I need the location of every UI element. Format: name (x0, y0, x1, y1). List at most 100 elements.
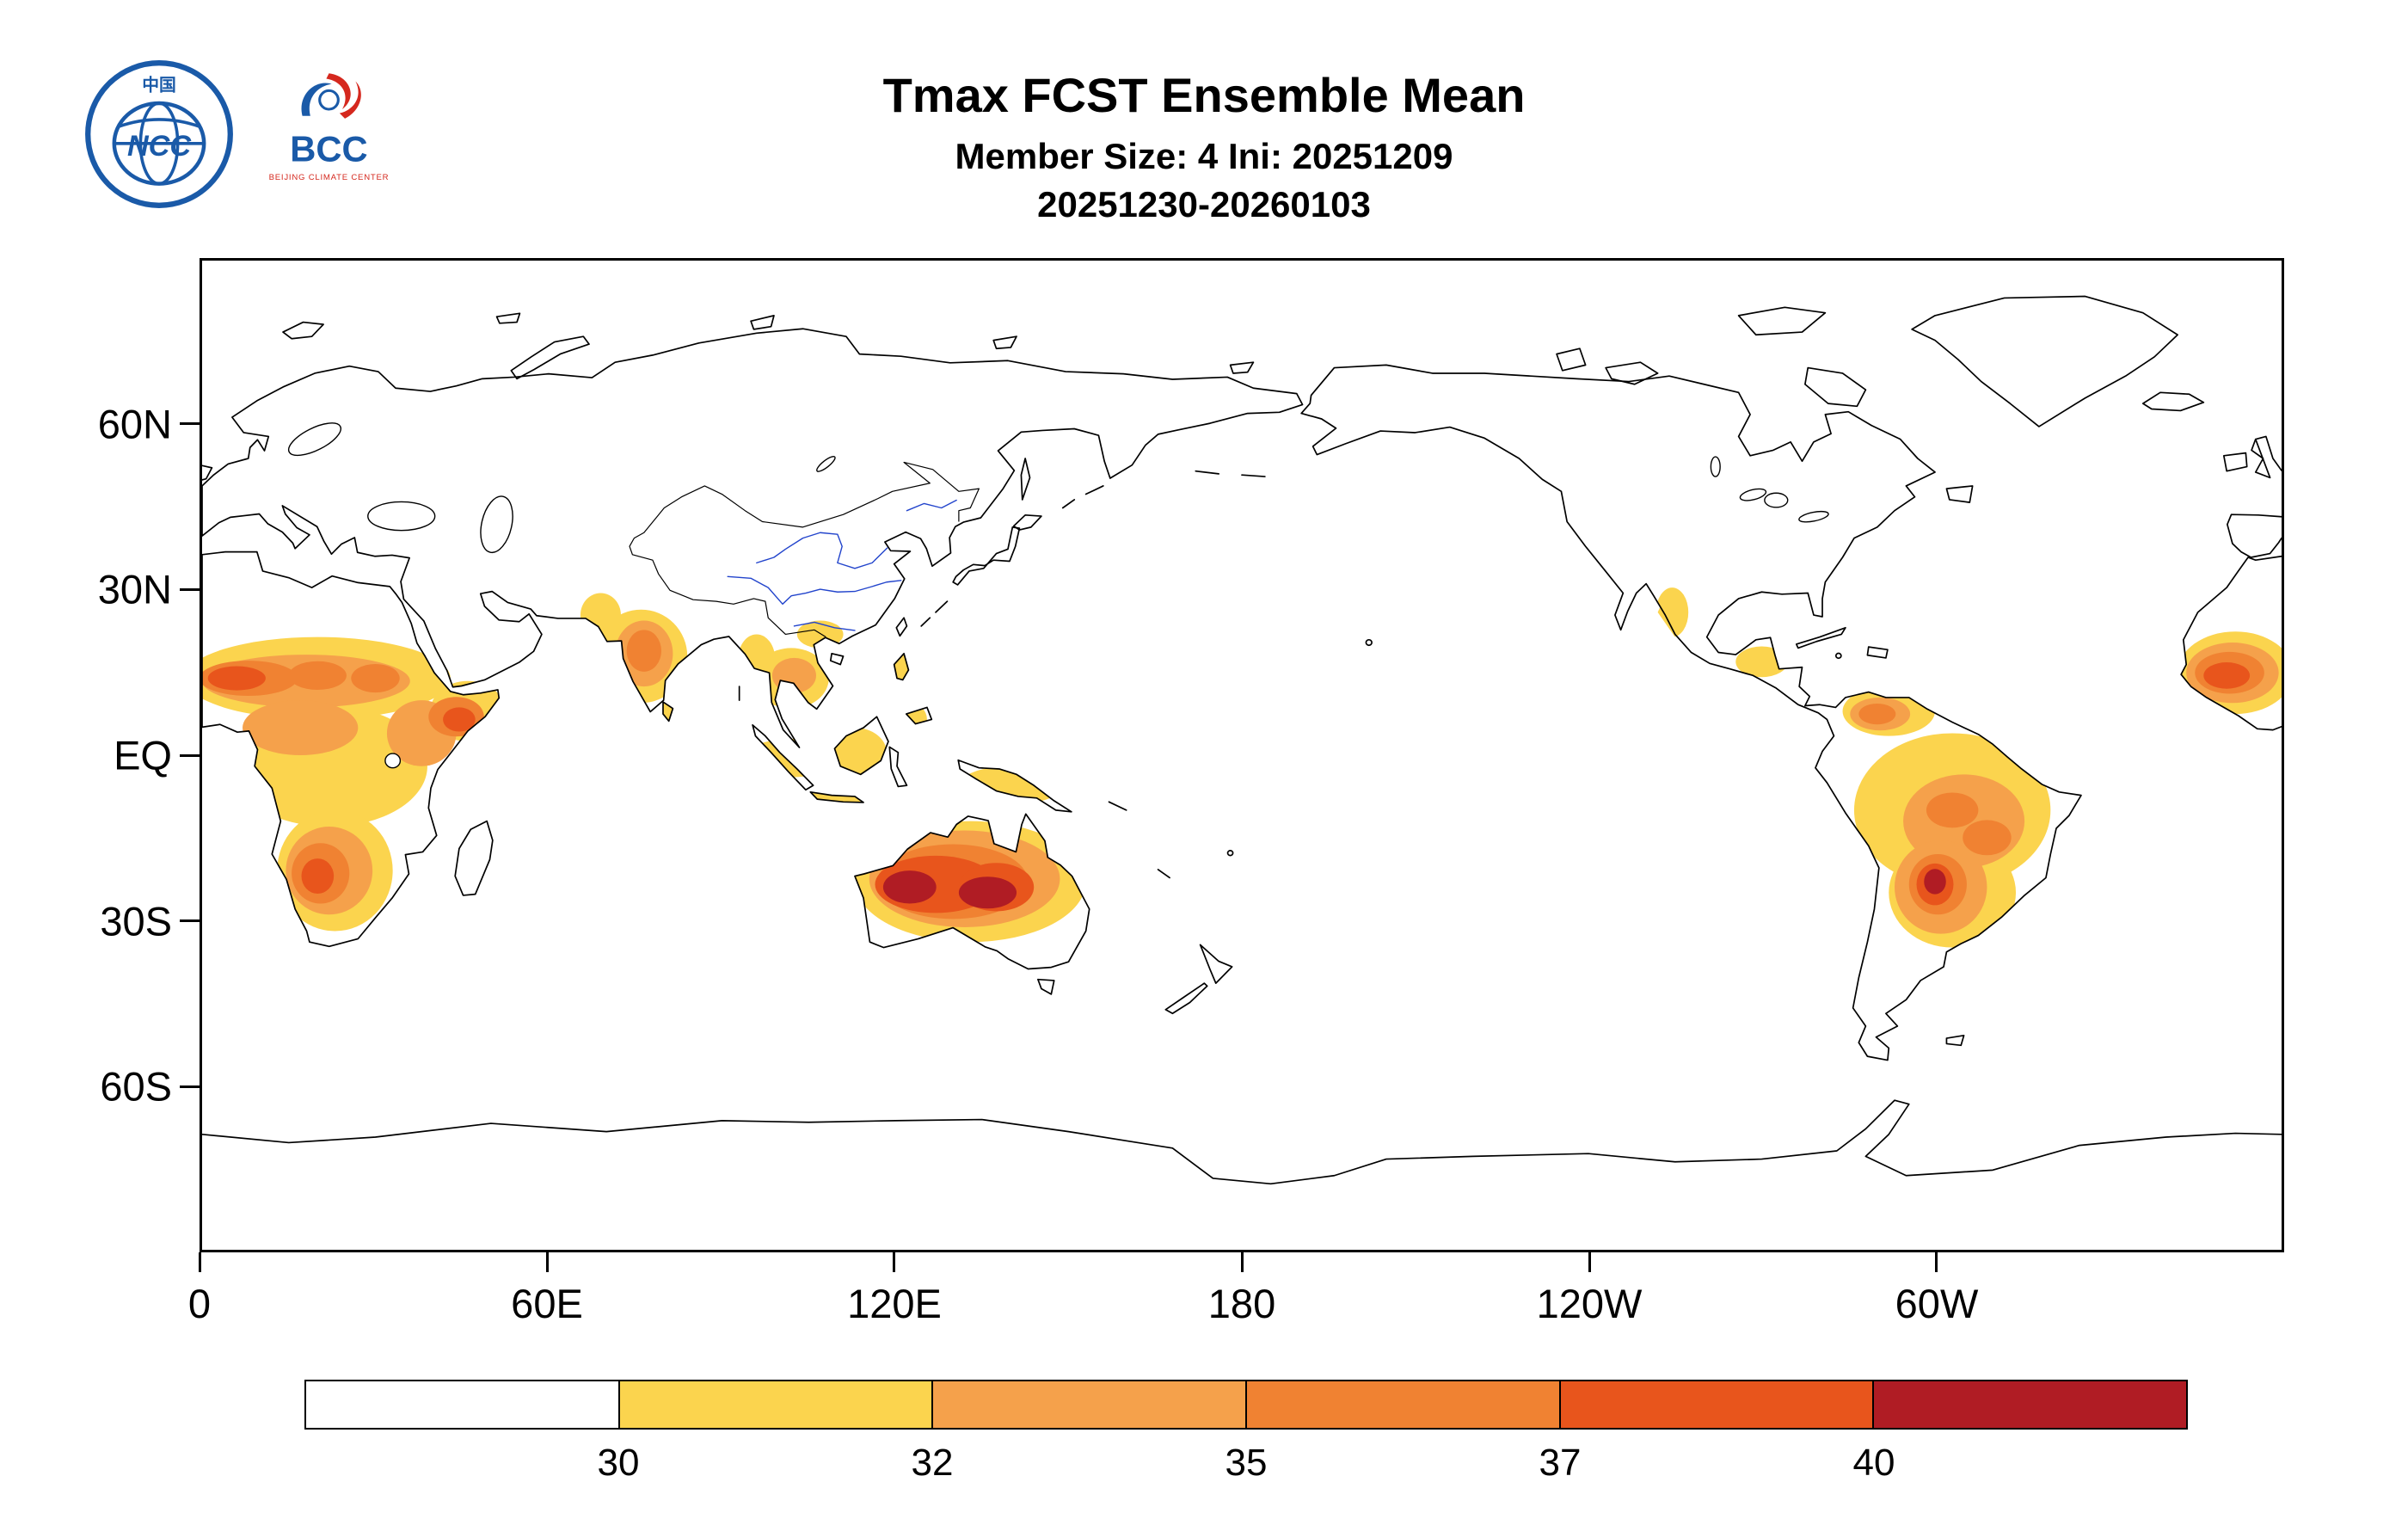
y-axis-tick (180, 1085, 200, 1088)
lake-winnipeg (1711, 457, 1720, 477)
ncc-logo-top-text: 中国 (142, 76, 176, 95)
coastline-victoria-island (1606, 362, 1657, 384)
x-axis-tick (198, 1252, 201, 1272)
bcc-logo: BCC BEIJING CLIMATE CENTER (269, 73, 390, 182)
coastline-baffin (1805, 368, 1866, 407)
coastline-new-guinea (958, 760, 1072, 812)
coastline-west-africa-wrap (2181, 557, 2282, 730)
ncc-logo-abbr: NCC (127, 130, 192, 163)
y-axis-label: 60N (97, 401, 172, 447)
coastline-novaya-zemlya (511, 336, 589, 378)
bcc-logo-swirl-red (326, 73, 351, 109)
coastline-iberia-wrap (2227, 514, 2282, 557)
colorbar-segment (931, 1381, 1246, 1428)
world-map (202, 261, 2282, 1250)
y-axis-label: 30N (97, 566, 172, 612)
coastline-antarctica (202, 1100, 2282, 1184)
coastline-americas (1301, 365, 2081, 1060)
coastline-small-island-chains (740, 471, 1265, 878)
x-axis-tick (1240, 1252, 1244, 1272)
baltic-sea (284, 416, 346, 462)
x-axis-label: 180 (1207, 1281, 1276, 1326)
coastline-tasmania (1038, 980, 1054, 994)
fiji-icon (1228, 851, 1233, 856)
bcc-logo-caption: BEIJING CLIMATE CENTER (269, 173, 390, 182)
colorbar (304, 1380, 2188, 1430)
coastline-sumatra (752, 725, 814, 790)
jamaica-icon (1836, 653, 1841, 658)
x-axis-tick (1588, 1252, 1591, 1272)
x-axis-label: 60W (1895, 1281, 1979, 1326)
coastline-wrangel (1231, 362, 1254, 373)
colorbar-boundary-label: 37 (1539, 1442, 1582, 1484)
ncc-logo-outer-ring (85, 60, 233, 208)
y-axis-tick (180, 919, 200, 923)
coastline-england-left (202, 465, 212, 480)
lake-erie-ontario (1798, 509, 1829, 524)
coastline-newfoundland (1946, 486, 1972, 502)
china-overlay-layer (630, 462, 979, 637)
coastline-madagascar (455, 821, 493, 895)
china-border (630, 462, 979, 637)
coastline-cuba (1797, 628, 1846, 649)
coastline-sakhalin (1021, 458, 1029, 500)
x-axis-tick (1935, 1252, 1938, 1272)
hawaii-icon (1366, 640, 1372, 645)
lake-superior (1739, 487, 1767, 503)
pearl-river (794, 622, 855, 630)
y-axis-tick (180, 587, 200, 591)
coastline-ireland (2224, 453, 2247, 471)
x-axis-label: 120E (847, 1281, 942, 1326)
lake-michigan-huron (1765, 493, 1788, 507)
x-axis-label: 120W (1536, 1281, 1643, 1326)
colorbar-segment (1872, 1381, 2187, 1428)
colorbar-boundary-label: 40 (1852, 1442, 1895, 1484)
x-axis-tick (893, 1252, 896, 1272)
coastline-mindanao (906, 707, 932, 723)
coastline-greenland (1912, 297, 2178, 427)
lakes-layer (284, 416, 1829, 767)
x-axis-label: 60E (511, 1281, 583, 1326)
coastline-ellesmere (1739, 307, 1826, 335)
ncc-logo-parallels (114, 118, 205, 145)
y-axis-label: 60S (100, 1063, 172, 1110)
coastline-hokkaido (1014, 515, 1041, 530)
coastline-nz-north (1201, 944, 1232, 983)
bcc-logo-pinwheel (301, 73, 361, 119)
x-axis-label: 0 (187, 1281, 212, 1326)
coastline-sri-lanka (663, 702, 673, 721)
coastline-britain (2251, 436, 2282, 477)
colorbar-segment (617, 1381, 932, 1428)
x-axis-tick (545, 1252, 549, 1272)
coastline-japan-honshu (953, 527, 1019, 585)
coastline-hispaniola (1867, 647, 1888, 658)
coastline-iceland (2143, 392, 2204, 410)
fill-level-32-35 (202, 620, 2279, 934)
yellow-river (757, 532, 888, 569)
fill-level-over-40 (882, 869, 1946, 909)
colorbar-segment (1245, 1381, 1559, 1428)
chart-subtitle: Member Size: 4 Ini: 20251209 (955, 136, 1453, 176)
coastline-banks-island (1557, 348, 1586, 371)
ncc-logo: 中国 NCC (85, 60, 233, 208)
lake-baikal (815, 454, 838, 473)
coastline-franz-josef (497, 313, 520, 323)
coastline-sulawesi (889, 747, 906, 786)
coastline-severnaya-zemlya (751, 316, 774, 329)
songhua-river (906, 501, 956, 511)
coastline-new-siberian-islands (993, 336, 1017, 348)
chart-valid-period: 20251230-20260103 (1037, 184, 1371, 224)
colorbar-segment (1558, 1381, 1873, 1428)
coastline-java (810, 792, 863, 803)
coastline-borneo (834, 716, 888, 774)
lake-victoria (385, 753, 400, 768)
chart-title: Tmax FCST Ensemble Mean (882, 68, 1526, 122)
colorbar-segment (306, 1381, 618, 1428)
bcc-logo-swirl-blue (301, 83, 332, 116)
y-axis-tick (180, 422, 200, 426)
coastline-taiwan (896, 618, 906, 636)
coastline-africa (202, 552, 499, 947)
colorbar-boundary-label: 30 (597, 1442, 640, 1484)
y-axis-tick (180, 753, 200, 757)
